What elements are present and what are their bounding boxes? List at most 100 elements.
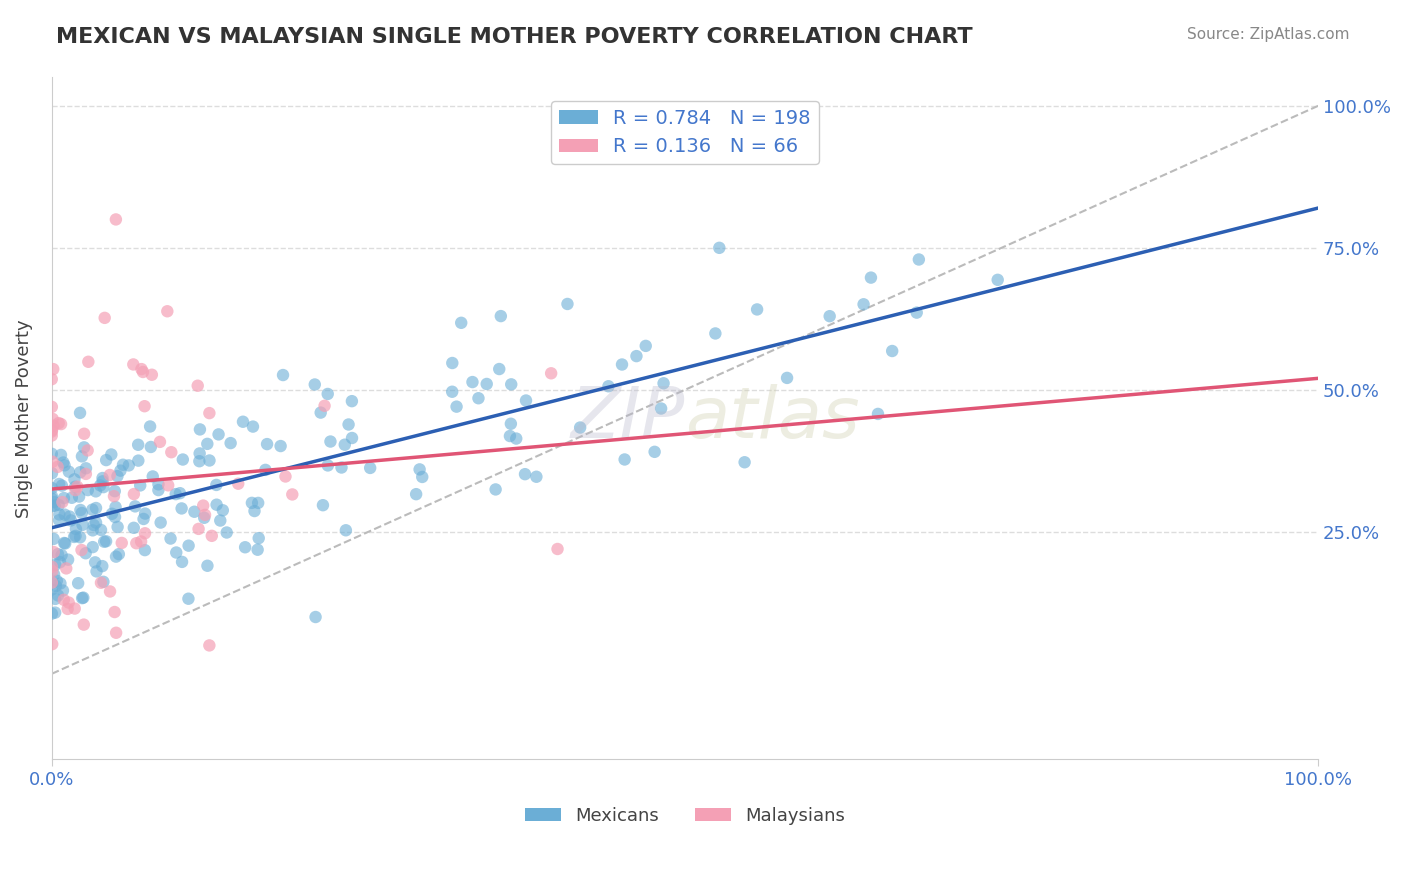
Mexicans [93, 480, 115, 494]
Mexicans [96, 453, 118, 467]
Mexicans [704, 326, 727, 341]
Mexicans [159, 532, 181, 546]
Malaysians [194, 508, 217, 522]
Mexicans [335, 523, 357, 537]
Malaysians [65, 483, 87, 497]
Mexicans [613, 452, 636, 467]
Malaysians [41, 564, 63, 578]
Malaysians [41, 455, 63, 469]
Malaysians [98, 584, 121, 599]
Mexicans [215, 525, 238, 540]
Text: MEXICAN VS MALAYSIAN SINGLE MOTHER POVERTY CORRELATION CHART: MEXICAN VS MALAYSIAN SINGLE MOTHER POVER… [56, 27, 973, 46]
Malaysians [41, 423, 63, 437]
Mexicans [198, 453, 221, 467]
Malaysians [132, 365, 155, 379]
Mexicans [49, 448, 72, 462]
Malaysians [46, 459, 69, 474]
Legend: Mexicans, Malaysians: Mexicans, Malaysians [517, 799, 852, 831]
Mexicans [197, 558, 219, 573]
Mexicans [44, 591, 66, 606]
Mexicans [69, 503, 91, 517]
Mexicans [104, 484, 127, 499]
Mexicans [139, 419, 162, 434]
Mexicans [48, 513, 70, 527]
Mexicans [75, 546, 97, 560]
Malaysians [73, 617, 96, 632]
Malaysians [56, 602, 79, 616]
Mexicans [650, 401, 672, 416]
Mexicans [340, 431, 363, 445]
Mexicans [149, 516, 172, 530]
Mexicans [70, 450, 93, 464]
Mexicans [247, 496, 270, 510]
Mexicans [461, 375, 484, 389]
Mexicans [90, 523, 112, 537]
Mexicans [75, 461, 97, 475]
Mexicans [41, 481, 63, 495]
Mexicans [515, 393, 537, 408]
Mexicans [46, 589, 69, 603]
Malaysians [42, 418, 65, 433]
Mexicans [49, 576, 72, 591]
Mexicans [129, 478, 152, 492]
Mexicans [709, 241, 731, 255]
Malaysians [226, 476, 249, 491]
Mexicans [42, 567, 65, 582]
Mexicans [73, 441, 96, 455]
Mexicans [101, 507, 124, 521]
Mexicans [94, 534, 117, 549]
Mexicans [776, 371, 799, 385]
Malaysians [76, 443, 98, 458]
Mexicans [598, 379, 620, 393]
Mexicans [233, 541, 256, 555]
Mexicans [111, 458, 134, 472]
Malaysians [281, 487, 304, 501]
Malaysians [198, 639, 221, 653]
Mexicans [52, 491, 75, 505]
Malaysians [187, 378, 209, 392]
Mexicans [84, 484, 107, 499]
Mexicans [58, 465, 80, 479]
Malaysians [201, 529, 224, 543]
Mexicans [170, 501, 193, 516]
Mexicans [866, 407, 889, 421]
Malaysians [156, 304, 179, 318]
Mexicans [219, 436, 242, 450]
Malaysians [103, 489, 125, 503]
Malaysians [187, 522, 209, 536]
Mexicans [41, 582, 63, 597]
Mexicans [188, 446, 211, 460]
Malaysians [160, 445, 183, 459]
Malaysians [141, 368, 163, 382]
Mexicans [70, 506, 93, 520]
Mexicans [148, 483, 170, 497]
Malaysians [134, 526, 156, 541]
Mexicans [53, 458, 76, 473]
Malaysians [51, 495, 73, 509]
Malaysians [274, 469, 297, 483]
Malaysians [77, 355, 100, 369]
Mexicans [411, 470, 433, 484]
Mexicans [82, 524, 104, 538]
Mexicans [142, 469, 165, 483]
Mexicans [48, 498, 70, 512]
Mexicans [105, 549, 128, 564]
Mexicans [634, 339, 657, 353]
Malaysians [41, 637, 63, 651]
Mexicans [52, 455, 75, 469]
Mexicans [51, 478, 73, 492]
Mexicans [148, 477, 170, 491]
Mexicans [309, 406, 332, 420]
Mexicans [165, 545, 187, 559]
Mexicans [67, 490, 90, 504]
Mexicans [441, 356, 464, 370]
Mexicans [89, 478, 111, 492]
Malaysians [41, 559, 63, 574]
Mexicans [53, 508, 76, 522]
Mexicans [170, 555, 193, 569]
Mexicans [122, 521, 145, 535]
Malaysians [134, 399, 156, 413]
Mexicans [247, 531, 270, 545]
Mexicans [72, 591, 94, 605]
Mexicans [72, 517, 94, 532]
